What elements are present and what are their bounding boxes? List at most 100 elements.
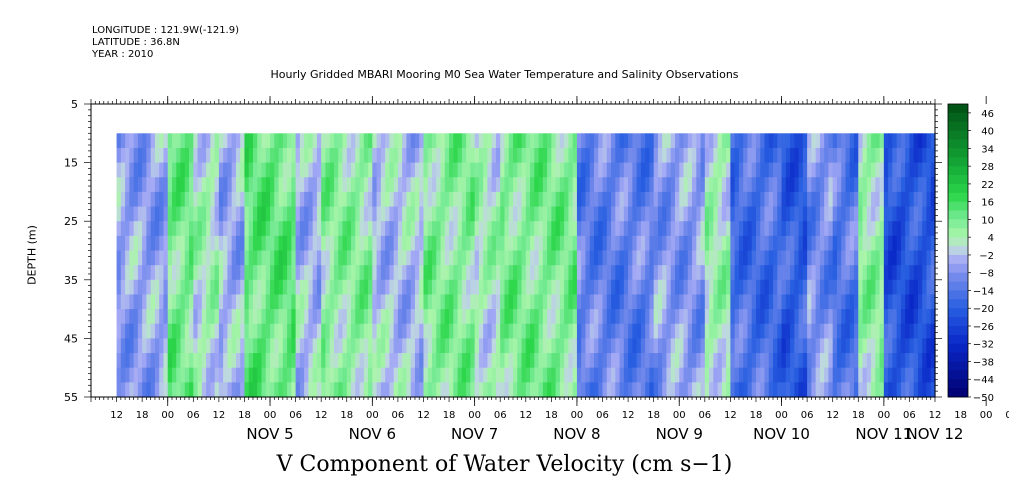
colorbar-swatch: [948, 183, 968, 194]
heatmap-cell: [376, 265, 382, 281]
heatmap-cell: [308, 367, 314, 383]
heatmap-cell: [896, 353, 902, 369]
heatmap-cell: [922, 250, 928, 266]
heatmap-cell: [811, 191, 817, 208]
heatmap-cell: [572, 382, 578, 398]
heatmap-cell: [917, 133, 923, 149]
heatmap-cell: [721, 279, 727, 296]
heatmap-cell: [836, 338, 842, 354]
heatmap-cell: [883, 323, 889, 339]
heatmap-cell: [572, 235, 578, 252]
heatmap-cell: [738, 133, 744, 149]
heatmap-cell: [593, 309, 599, 325]
heatmap-cell: [385, 279, 390, 296]
heatmap-cell: [832, 221, 838, 237]
heatmap-cell: [436, 367, 442, 383]
heatmap-cell: [270, 353, 275, 369]
heatmap-cell: [244, 133, 250, 149]
heatmap-cell: [159, 133, 165, 149]
heatmap-cell: [909, 294, 915, 310]
heatmap-cell: [125, 162, 130, 178]
heatmap-cell: [645, 309, 650, 325]
heatmap-cell: [913, 323, 919, 339]
heatmap-cell: [163, 265, 169, 281]
heatmap-cell: [666, 221, 672, 237]
heatmap-cell: [717, 279, 723, 296]
heatmap-cell: [504, 279, 510, 296]
heatmap-cell: [555, 323, 561, 339]
heatmap-cell: [461, 162, 467, 178]
heatmap-cell: [385, 177, 390, 193]
heatmap-cell: [666, 367, 672, 383]
heatmap-cell: [551, 353, 557, 369]
heatmap-cell: [871, 250, 876, 266]
heatmap-cell: [785, 309, 791, 325]
heatmap-cell: [589, 367, 595, 383]
heatmap-cell: [819, 309, 825, 325]
heatmap-cell: [790, 235, 795, 252]
heatmap-cell: [171, 382, 177, 398]
x-date-label: NOV 11: [855, 425, 912, 443]
heatmap-cell: [282, 353, 288, 369]
heatmap-cell: [167, 235, 173, 252]
heatmap-cell: [598, 323, 604, 339]
heatmap-cell: [223, 309, 228, 325]
heatmap-cell: [854, 279, 859, 296]
heatmap-cell: [252, 353, 258, 369]
heatmap-cell: [466, 206, 471, 222]
heatmap-cell: [785, 221, 791, 237]
heatmap-cell: [440, 294, 446, 310]
heatmap-cell: [879, 279, 885, 296]
heatmap-cell: [917, 294, 923, 310]
heatmap-cell: [440, 323, 446, 339]
heatmap-cell: [180, 309, 186, 325]
heatmap-cell: [862, 353, 868, 369]
heatmap-cell: [171, 177, 177, 193]
heatmap-cell: [751, 221, 757, 237]
heatmap-cell: [466, 235, 471, 252]
heatmap-cell: [657, 191, 663, 208]
heatmap-cell: [308, 235, 314, 252]
heatmap-cell: [534, 323, 540, 339]
heatmap-cell: [589, 191, 595, 208]
heatmap-cell: [299, 191, 305, 208]
heatmap-cell: [244, 367, 250, 383]
heatmap-cell: [611, 382, 616, 398]
heatmap-cell: [414, 309, 420, 325]
heatmap-cell: [773, 250, 778, 266]
heatmap-cell: [389, 265, 395, 281]
heatmap-cell: [845, 147, 851, 164]
heatmap-cell: [252, 309, 258, 325]
heatmap-cell: [133, 309, 139, 325]
heatmap-cell: [836, 309, 842, 325]
heatmap-cell: [926, 323, 932, 339]
heatmap-cell: [176, 382, 182, 398]
heatmap-cell: [363, 279, 369, 296]
heatmap-cell: [862, 382, 868, 398]
heatmap-cell: [321, 133, 327, 149]
heatmap-cell: [129, 206, 135, 222]
heatmap-cell: [457, 206, 463, 222]
heatmap-cell: [210, 250, 216, 266]
heatmap-cell: [828, 265, 834, 281]
heatmap-cell: [372, 221, 378, 237]
heatmap-cell: [743, 235, 749, 252]
heatmap-cell: [811, 338, 817, 354]
heatmap-cell: [713, 265, 719, 281]
heatmap-cell: [304, 191, 309, 208]
heatmap-cell: [525, 191, 531, 208]
heatmap-cell: [538, 133, 544, 149]
heatmap-cell: [611, 265, 616, 281]
heatmap-cell: [713, 353, 719, 369]
heatmap-cell: [841, 206, 847, 222]
heatmap-cell: [679, 382, 685, 398]
heatmap-cell: [474, 133, 480, 149]
heatmap-cell: [351, 382, 356, 398]
heatmap-cell: [538, 265, 544, 281]
heatmap-cell: [449, 206, 454, 222]
heatmap-cell: [773, 382, 778, 398]
heatmap-cell: [466, 221, 471, 237]
heatmap-cell: [585, 353, 591, 369]
heatmap-cell: [854, 162, 859, 178]
heatmap-cell: [871, 191, 876, 208]
